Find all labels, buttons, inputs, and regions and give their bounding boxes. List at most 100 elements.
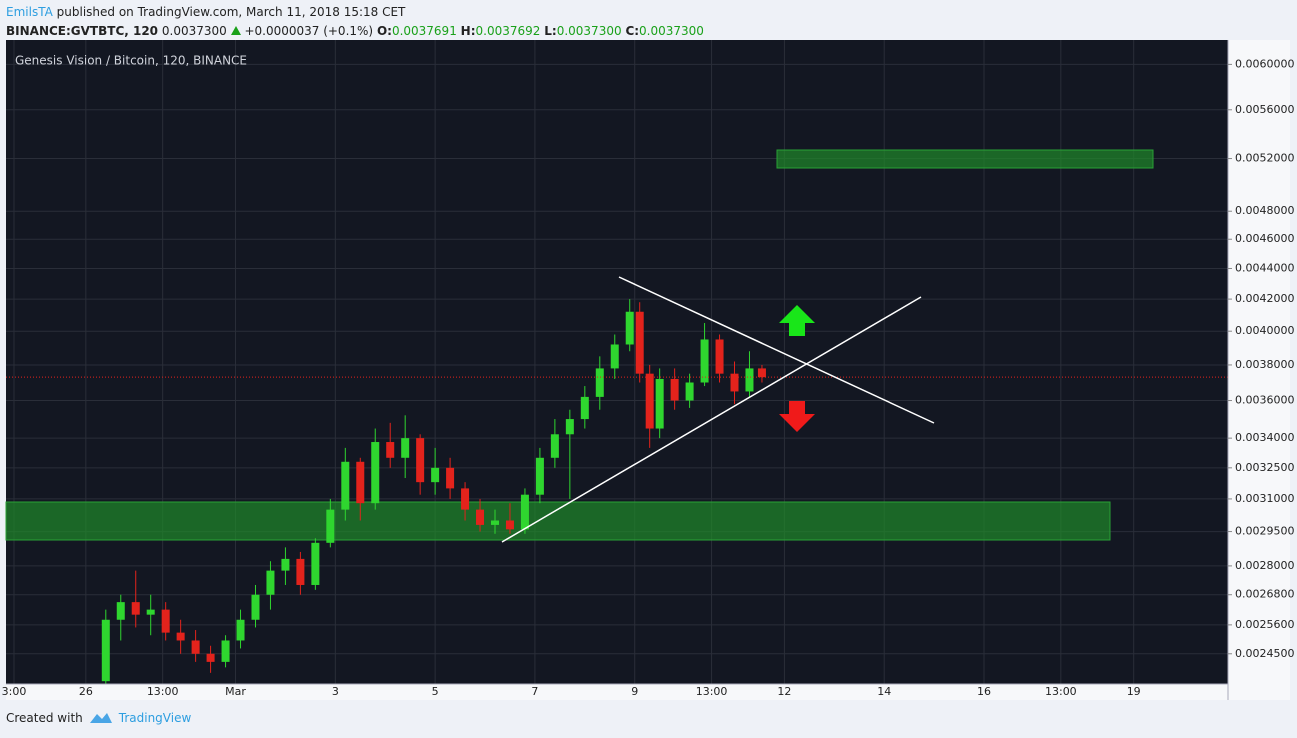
candle-body	[176, 632, 185, 641]
candle-body	[655, 378, 664, 429]
time-axis-bg	[6, 684, 1228, 700]
up-arrow	[779, 305, 815, 336]
candle-body	[431, 467, 440, 483]
candle-body	[757, 368, 766, 378]
candle-body	[371, 442, 380, 504]
candle-body	[550, 434, 559, 458]
candle-body	[645, 373, 654, 429]
y-tick-label: 0.0028000	[1235, 559, 1295, 572]
candle-body	[715, 339, 724, 374]
candle-body	[116, 602, 125, 620]
candle-body	[101, 619, 110, 682]
x-tick-label: 26	[79, 685, 93, 698]
y-tick-label: 0.0026800	[1235, 588, 1295, 601]
x-tick-label: 3:00	[2, 685, 27, 698]
candle-body	[461, 488, 470, 510]
candle-body	[221, 640, 230, 662]
y-tick-label: 0.0031000	[1235, 492, 1295, 505]
l-value: 0.0037300	[556, 24, 622, 38]
candle-body	[296, 558, 305, 585]
y-tick-label: 0.0048000	[1235, 204, 1295, 217]
h-value: 0.0037692	[475, 24, 541, 38]
down-arrow	[779, 401, 815, 432]
candle-body	[505, 520, 514, 530]
x-tick-label: 19	[1127, 685, 1141, 698]
trendline	[501, 296, 922, 543]
y-tick-label: 0.0052000	[1235, 152, 1295, 165]
candle-body	[625, 311, 634, 345]
candle-body	[326, 509, 335, 543]
candle-body	[236, 619, 245, 641]
y-tick-label: 0.0025600	[1235, 618, 1295, 631]
candle-body	[476, 509, 485, 525]
c-label: C:	[625, 24, 640, 38]
x-tick-label: 14	[877, 685, 891, 698]
trendline	[618, 276, 935, 424]
author[interactable]: EmilsTA	[6, 5, 53, 19]
candle-body	[520, 494, 529, 530]
x-tick-label: 12	[777, 685, 791, 698]
y-tick-label: 0.0036000	[1235, 394, 1295, 407]
y-tick-label: 0.0034000	[1235, 431, 1295, 444]
candle-body	[595, 368, 604, 397]
resistance-zone	[776, 149, 1154, 169]
candle-body	[635, 311, 644, 374]
price-axis-bg	[1228, 40, 1290, 700]
x-tick-label: Mar	[225, 685, 246, 698]
candle-body	[206, 653, 215, 662]
candle-body	[610, 344, 619, 369]
candle-body	[191, 640, 200, 654]
l-label: L:	[544, 24, 557, 38]
candle-body	[535, 457, 544, 495]
candle-body	[131, 602, 140, 615]
candle-body	[700, 339, 709, 383]
y-tick-label: 0.0040000	[1235, 324, 1295, 337]
last: 0.0037300	[161, 24, 227, 38]
footer-brand[interactable]: TradingView	[118, 711, 192, 725]
o-value: 0.0037691	[391, 24, 457, 38]
candle-body	[446, 467, 455, 489]
y-tick-label: 0.0060000	[1235, 57, 1295, 70]
x-tick-label: 16	[977, 685, 991, 698]
y-tick-label: 0.0056000	[1235, 103, 1295, 116]
support-zone	[5, 501, 1111, 541]
candle-body	[490, 520, 499, 525]
y-tick-label: 0.0029500	[1235, 525, 1295, 538]
header-line: EmilsTA published on TradingView.com, Ma…	[6, 3, 704, 22]
o-label: O:	[376, 24, 392, 38]
candle-body	[386, 442, 395, 458]
tv-logo	[89, 713, 112, 723]
candle-body	[341, 461, 350, 510]
footer: Created with TradingView	[6, 711, 191, 725]
y-tick-label: 0.0042000	[1235, 292, 1295, 305]
candle-body	[685, 382, 694, 401]
candle-body	[401, 438, 410, 458]
candle-body	[356, 461, 365, 504]
y-tick-label: 0.0044000	[1235, 261, 1295, 274]
candle-body	[670, 378, 679, 401]
chart-title: Genesis Vision / Bitcoin, 120, BINANCE	[15, 54, 247, 68]
up-icon	[230, 26, 241, 35]
y-tick-label: 0.0038000	[1235, 358, 1295, 371]
candle-body	[266, 570, 275, 595]
candle-body	[730, 373, 739, 392]
x-tick-label: 13:00	[696, 685, 728, 698]
candle-body	[580, 396, 589, 420]
y-tick-label: 0.0024500	[1235, 647, 1295, 660]
symbol: BINANCE:GVTBTC, 120	[6, 24, 159, 38]
x-tick-label: 5	[432, 685, 439, 698]
change: +0.0000037 (+0.1%)	[244, 24, 374, 38]
candle-body	[146, 609, 155, 615]
x-tick-label: 9	[631, 685, 638, 698]
candle-body	[416, 438, 425, 483]
x-tick-label: 13:00	[147, 685, 179, 698]
c-value: 0.0037300	[639, 24, 704, 38]
x-tick-label: 13:00	[1045, 685, 1077, 698]
y-tick-label: 0.0032500	[1235, 461, 1295, 474]
candle-body	[745, 368, 754, 392]
candle-body	[311, 542, 320, 585]
x-tick-label: 7	[531, 685, 538, 698]
footer-text: Created with	[6, 711, 83, 725]
